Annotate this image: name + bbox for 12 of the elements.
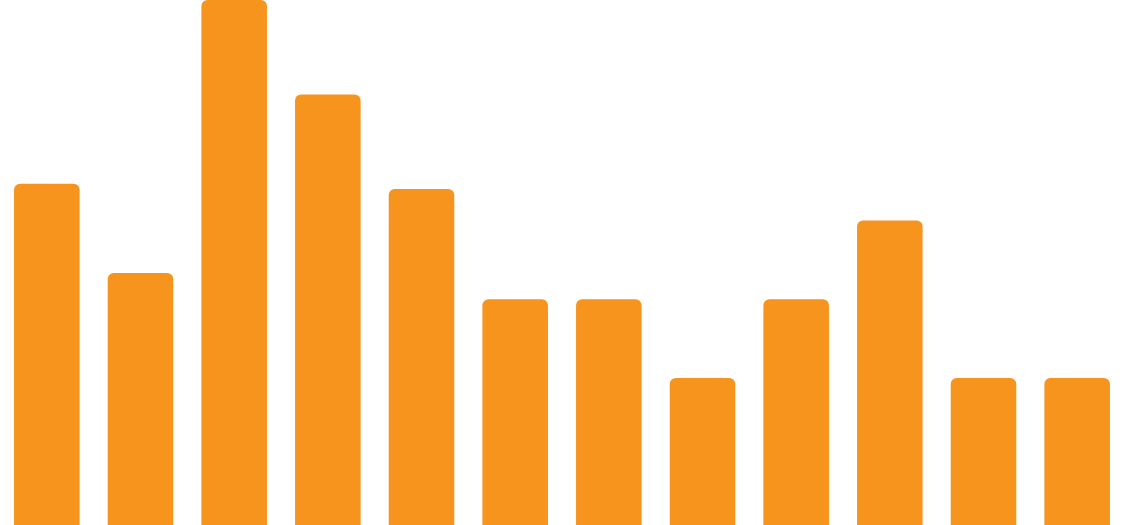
bar <box>201 0 267 525</box>
bar <box>669 378 736 525</box>
bar <box>576 299 642 525</box>
bar <box>295 94 361 525</box>
bar <box>950 378 1017 525</box>
bar <box>857 220 923 525</box>
bar <box>763 299 829 525</box>
bar <box>482 299 548 525</box>
bar <box>1044 378 1110 525</box>
bar <box>388 189 455 525</box>
bar <box>107 273 174 525</box>
bar <box>14 183 80 525</box>
